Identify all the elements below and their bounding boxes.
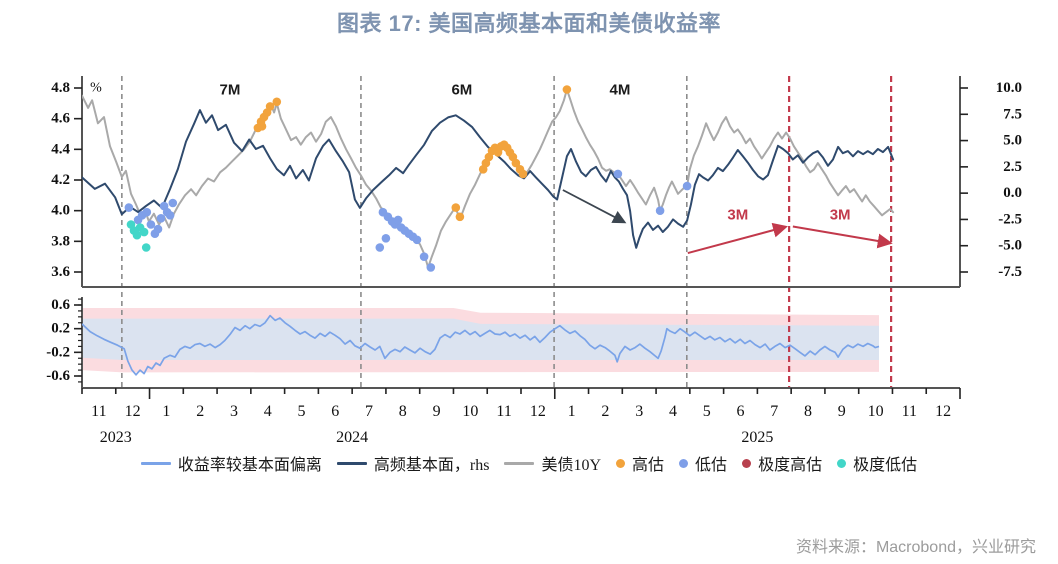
undervalued-swatch-dot (679, 458, 689, 468)
span-label-4M: 4M (610, 82, 631, 99)
svg-text:-5.0: -5.0 (998, 238, 1022, 254)
legend-label: 高估 (632, 457, 665, 474)
svg-text:0.6: 0.6 (51, 297, 70, 313)
svg-text:-0.2: -0.2 (46, 344, 70, 360)
chart-title: 图表 17: 美国高频基本面和美债收益率 (336, 11, 722, 36)
dark-annotation-arrow (562, 189, 627, 224)
svg-text:10.0: 10.0 (996, 80, 1022, 96)
svg-text:9: 9 (838, 403, 846, 420)
svg-text:4.4: 4.4 (51, 141, 70, 157)
scatter-undervalued (124, 169, 692, 272)
legend-label: 收益率较基本面偏离 (177, 457, 322, 474)
overvalued-swatch-dot (616, 458, 626, 468)
us10y-line (82, 88, 895, 269)
red-forecast-arrow (687, 222, 788, 255)
legend-label: 极度低估 (853, 457, 918, 474)
scatter-extreme-undervalued (126, 220, 151, 252)
deviation-bands (82, 308, 879, 373)
deviation-swatch-line (140, 461, 171, 465)
main-axes: 3.6 3.8 4.0 4.2 4.4 4.6 4.8 -7.5 -5.0 -2.5 0.0 2.5 5… (51, 76, 1022, 288)
extreme-overvalued-swatch-dot (742, 458, 752, 468)
svg-text:4.8: 4.8 (51, 80, 70, 96)
svg-text:5: 5 (703, 403, 711, 420)
legend-label: 美债10Y (541, 457, 602, 474)
svg-text:2023: 2023 (100, 429, 132, 446)
svg-text:6: 6 (737, 403, 745, 420)
svg-text:3.6: 3.6 (51, 264, 70, 280)
svg-text:2024: 2024 (336, 429, 368, 446)
svg-text:4.0: 4.0 (51, 203, 70, 219)
span-label-6M: 6M (451, 82, 472, 99)
legend-label: 低估 (695, 457, 728, 474)
svg-text:0.2: 0.2 (51, 321, 70, 337)
svg-text:0.0: 0.0 (1003, 185, 1022, 201)
source-note: 资料来源：Macrobond，兴业研究 (795, 539, 1036, 556)
extreme-undervalued-swatch-dot (837, 458, 847, 468)
svg-text:3.8: 3.8 (51, 233, 70, 249)
span-label-7M: 7M (219, 82, 240, 99)
svg-text:2025: 2025 (741, 429, 773, 446)
svg-text:11: 11 (91, 403, 106, 420)
legend-item-fundamental: 高频基本面，rhs (336, 451, 490, 475)
legend-item-overvalued: 高估 (616, 451, 664, 475)
fundamental-swatch-line (336, 461, 367, 465)
svg-text:11: 11 (902, 403, 917, 420)
legend-item-undervalued: 低估 (679, 451, 727, 475)
lower-axes: 0.6 0.2 -0.2 -0.6 (46, 297, 83, 388)
svg-text:-0.6: -0.6 (46, 368, 70, 384)
svg-text:9: 9 (433, 403, 441, 420)
deviation-line (82, 314, 880, 376)
annotations: 7M 6M 4M 3M 3M (219, 82, 893, 255)
span-label-3M: 3M (830, 207, 851, 224)
svg-text:7: 7 (365, 403, 373, 420)
legend-label: 高频基本面，rhs (373, 457, 490, 474)
interval-marker-lines (121, 76, 893, 388)
svg-text:4.6: 4.6 (51, 111, 70, 127)
red-forecast-arrow (792, 225, 893, 249)
svg-text:8: 8 (804, 403, 812, 420)
legend-label: 极度高估 (758, 457, 823, 474)
legend-item-extreme-overvalued: 极度高估 (742, 451, 822, 475)
us10y-swatch-line (504, 461, 535, 465)
scatter-overvalued (253, 85, 572, 222)
svg-text:1: 1 (162, 403, 170, 420)
svg-text:11: 11 (496, 403, 511, 420)
legend-item-deviation: 收益率较基本面偏离 (140, 451, 322, 475)
svg-text:4: 4 (669, 403, 677, 420)
svg-text:8: 8 (399, 403, 407, 420)
svg-text:4: 4 (264, 403, 272, 420)
legend-item-us10y: 美债10Y (504, 451, 601, 475)
svg-text:%: % (90, 81, 102, 96)
svg-text:12: 12 (935, 403, 951, 420)
svg-text:6: 6 (331, 403, 339, 420)
svg-text:2: 2 (196, 403, 204, 420)
span-label-3M: 3M (727, 207, 748, 224)
svg-text:12: 12 (125, 403, 141, 420)
svg-text:3: 3 (230, 403, 238, 420)
svg-text:-7.5: -7.5 (998, 264, 1022, 280)
svg-text:2: 2 (601, 403, 609, 420)
svg-text:5.0: 5.0 (1003, 133, 1022, 149)
svg-text:10: 10 (868, 403, 884, 420)
svg-text:-2.5: -2.5 (998, 211, 1022, 227)
fundamental-line (82, 109, 895, 249)
chart-legend: 收益率较基本面偏离 高频基本面，rhs 美债10Y 高估 低估 极度高估 极度低估 (30, 451, 1028, 475)
svg-text:2.5: 2.5 (1003, 159, 1022, 175)
svg-text:12: 12 (530, 403, 546, 420)
svg-text:3: 3 (635, 403, 643, 420)
svg-text:5: 5 (298, 403, 306, 420)
svg-text:7: 7 (770, 403, 778, 420)
svg-text:4.2: 4.2 (51, 172, 70, 188)
svg-text:10: 10 (462, 403, 478, 420)
svg-text:1: 1 (568, 403, 576, 420)
legend-item-extreme-undervalued: 极度低估 (837, 451, 917, 475)
svg-text:7.5: 7.5 (1003, 106, 1022, 122)
